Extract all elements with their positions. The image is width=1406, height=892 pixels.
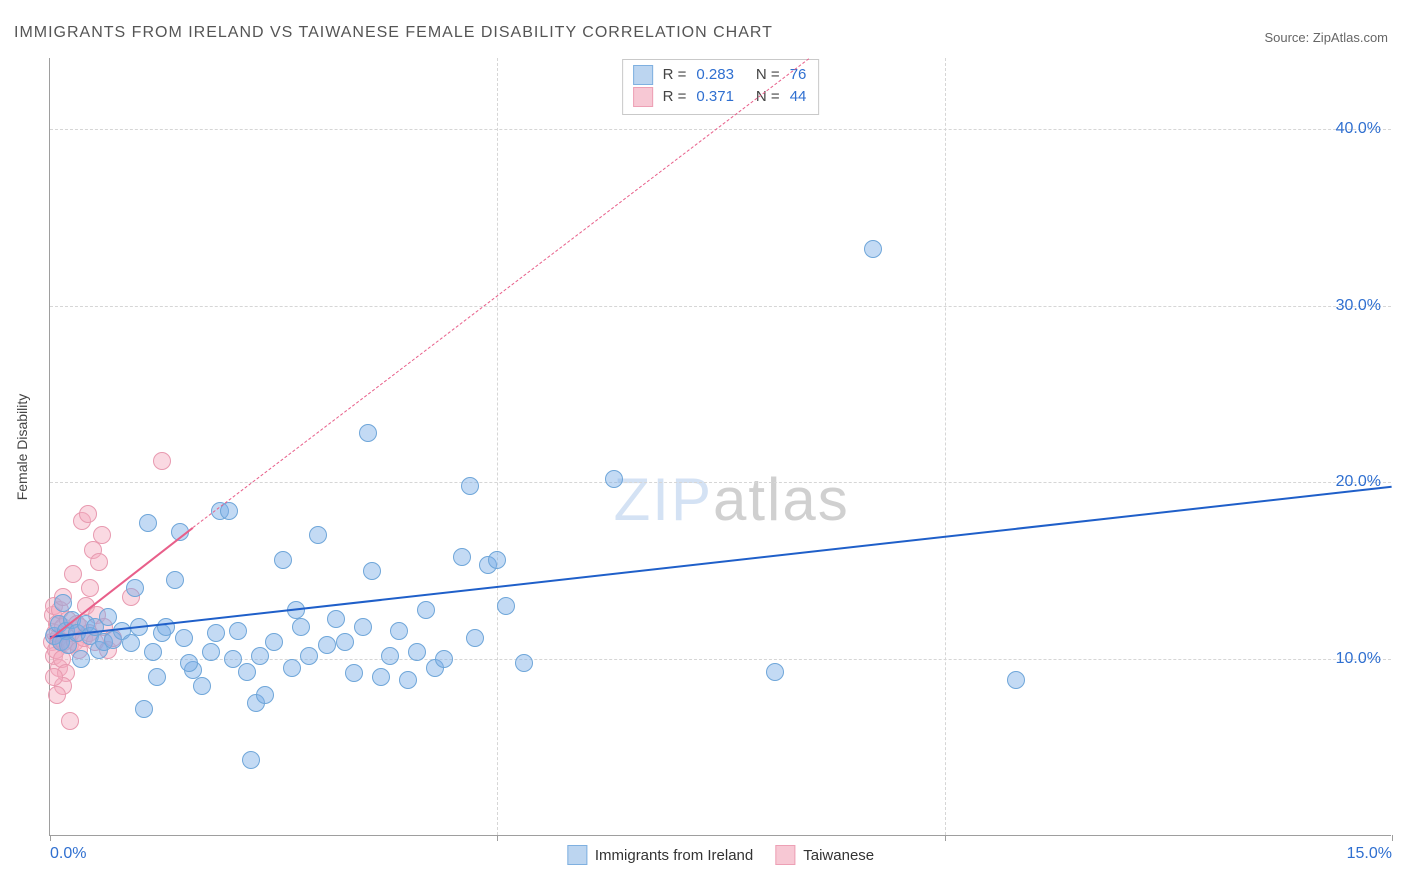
xtick-mark bbox=[945, 835, 946, 841]
ytick-label: 10.0% bbox=[1336, 650, 1381, 668]
point-ireland bbox=[359, 424, 377, 442]
point-ireland bbox=[166, 571, 184, 589]
series-label-taiwanese: Taiwanese bbox=[803, 847, 874, 864]
point-ireland bbox=[251, 647, 269, 665]
hgridline bbox=[50, 129, 1391, 130]
point-ireland bbox=[139, 514, 157, 532]
point-ireland bbox=[354, 618, 372, 636]
trendline-ireland bbox=[50, 486, 1392, 638]
point-ireland bbox=[126, 579, 144, 597]
vgridline bbox=[945, 58, 946, 835]
watermark-part2: atlas bbox=[713, 466, 850, 533]
point-ireland bbox=[417, 601, 435, 619]
point-ireland bbox=[175, 629, 193, 647]
point-ireland bbox=[157, 618, 175, 636]
xtick-mark bbox=[497, 835, 498, 841]
point-ireland bbox=[144, 643, 162, 661]
point-ireland bbox=[238, 663, 256, 681]
point-ireland bbox=[497, 597, 515, 615]
point-taiwanese bbox=[48, 686, 66, 704]
point-ireland bbox=[135, 700, 153, 718]
r-label: R = bbox=[661, 64, 689, 86]
point-taiwanese bbox=[93, 526, 111, 544]
point-taiwanese bbox=[153, 452, 171, 470]
point-ireland bbox=[300, 647, 318, 665]
point-ireland bbox=[327, 610, 345, 628]
swatch-taiwanese bbox=[633, 87, 653, 107]
ytick-label: 40.0% bbox=[1336, 120, 1381, 138]
point-ireland bbox=[265, 633, 283, 651]
swatch-ireland bbox=[633, 65, 653, 85]
point-ireland bbox=[345, 664, 363, 682]
point-ireland bbox=[766, 663, 784, 681]
chart-title: IMMIGRANTS FROM IRELAND VS TAIWANESE FEM… bbox=[14, 24, 773, 42]
swatch-taiwanese bbox=[775, 845, 795, 865]
watermark: ZIPatlas bbox=[614, 465, 850, 534]
point-ireland bbox=[864, 240, 882, 258]
point-taiwanese bbox=[90, 553, 108, 571]
point-ireland bbox=[466, 629, 484, 647]
source-attribution: Source: ZipAtlas.com bbox=[1264, 30, 1388, 45]
point-ireland bbox=[318, 636, 336, 654]
point-ireland bbox=[488, 551, 506, 569]
point-ireland bbox=[72, 650, 90, 668]
xtick-mark bbox=[1392, 835, 1393, 841]
legend-row-taiwanese: R = 0.371 N = 44 bbox=[633, 86, 809, 108]
r-label: R = bbox=[661, 86, 689, 108]
point-ireland bbox=[336, 633, 354, 651]
watermark-part1: ZIP bbox=[614, 466, 713, 533]
point-taiwanese bbox=[81, 579, 99, 597]
point-ireland bbox=[292, 618, 310, 636]
correlation-legend: R = 0.283 N = 76 R = 0.371 N = 44 bbox=[622, 59, 820, 115]
point-taiwanese bbox=[45, 668, 63, 686]
point-taiwanese bbox=[64, 565, 82, 583]
legend-row-ireland: R = 0.283 N = 76 bbox=[633, 64, 809, 86]
xtick-label: 15.0% bbox=[1347, 845, 1392, 863]
point-ireland bbox=[207, 624, 225, 642]
point-ireland bbox=[453, 548, 471, 566]
point-ireland bbox=[605, 470, 623, 488]
swatch-ireland bbox=[567, 845, 587, 865]
point-ireland bbox=[461, 477, 479, 495]
r-value-taiwanese: 0.371 bbox=[694, 86, 736, 108]
series-label-ireland: Immigrants from Ireland bbox=[595, 847, 753, 864]
y-axis-title: Female Disability bbox=[14, 393, 30, 500]
series-legend: Immigrants from Ireland Taiwanese bbox=[567, 845, 874, 865]
point-ireland bbox=[372, 668, 390, 686]
xtick-label: 0.0% bbox=[50, 845, 86, 863]
scatter-plot-area: Female Disability ZIPatlas R = 0.283 N =… bbox=[49, 58, 1391, 836]
ytick-label: 30.0% bbox=[1336, 297, 1381, 315]
point-ireland bbox=[309, 526, 327, 544]
series-legend-ireland: Immigrants from Ireland bbox=[567, 845, 753, 865]
point-ireland bbox=[99, 608, 117, 626]
point-ireland bbox=[242, 751, 260, 769]
point-taiwanese bbox=[61, 712, 79, 730]
point-ireland bbox=[381, 647, 399, 665]
point-ireland bbox=[1007, 671, 1025, 689]
point-taiwanese bbox=[79, 505, 97, 523]
point-ireland bbox=[274, 551, 292, 569]
point-ireland bbox=[283, 659, 301, 677]
xtick-mark bbox=[50, 835, 51, 841]
r-value-ireland: 0.283 bbox=[694, 64, 736, 86]
point-ireland bbox=[390, 622, 408, 640]
point-ireland bbox=[193, 677, 211, 695]
point-ireland bbox=[202, 643, 220, 661]
point-ireland bbox=[363, 562, 381, 580]
point-ireland bbox=[122, 634, 140, 652]
n-value-taiwanese: 44 bbox=[788, 86, 809, 108]
point-ireland bbox=[148, 668, 166, 686]
series-legend-taiwanese: Taiwanese bbox=[775, 845, 874, 865]
hgridline bbox=[50, 306, 1391, 307]
point-ireland bbox=[54, 594, 72, 612]
point-ireland bbox=[399, 671, 417, 689]
point-ireland bbox=[408, 643, 426, 661]
point-ireland bbox=[180, 654, 198, 672]
vgridline bbox=[497, 58, 498, 835]
point-ireland bbox=[515, 654, 533, 672]
point-ireland bbox=[229, 622, 247, 640]
point-ireland bbox=[435, 650, 453, 668]
point-ireland bbox=[256, 686, 274, 704]
